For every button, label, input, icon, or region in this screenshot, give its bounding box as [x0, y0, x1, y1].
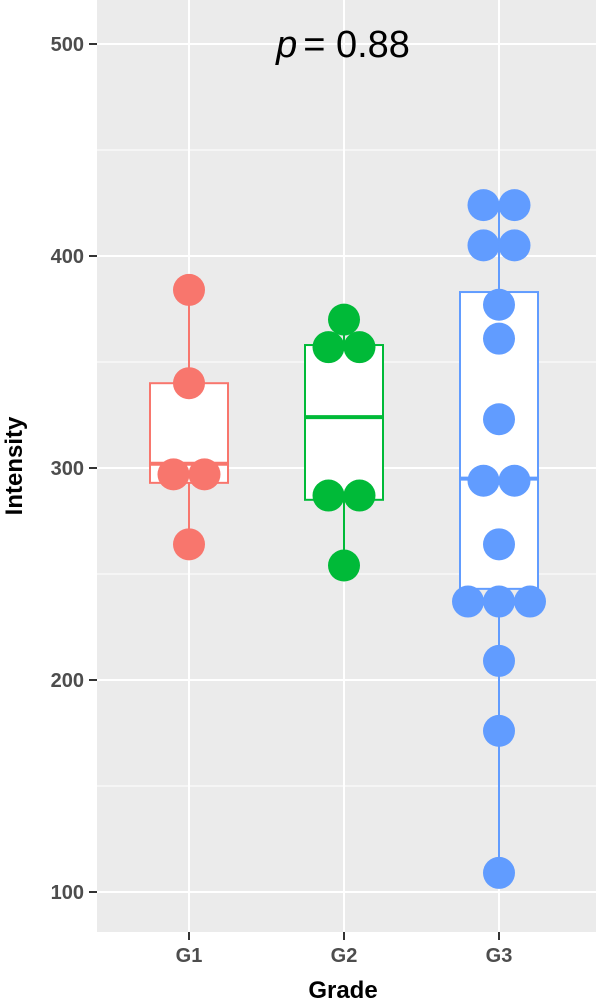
p-symbol: p [275, 24, 297, 66]
data-point-g2 [343, 479, 376, 512]
y-tick-label: 200 [51, 670, 84, 692]
x-axis: G1 G2 G3 [176, 932, 513, 967]
data-point-g3 [483, 714, 515, 747]
p-value-annotation: p = 0.88 [275, 24, 410, 66]
y-tick-label: 500 [51, 34, 84, 56]
data-point-g1 [157, 458, 190, 491]
data-point-g3 [467, 229, 500, 262]
y-axis-title: Intensity [1, 416, 28, 515]
x-axis-title: Grade [308, 977, 377, 1003]
data-point-g1 [188, 458, 221, 491]
data-point-g2 [328, 549, 360, 582]
y-tick-label: 300 [51, 458, 84, 480]
data-point-g1 [173, 367, 205, 400]
data-point-g3 [498, 464, 531, 497]
data-point-g3 [483, 585, 515, 618]
data-points [157, 189, 546, 889]
x-tick-label: G1 [176, 945, 203, 967]
data-point-g2 [312, 331, 345, 364]
data-point-g1 [173, 528, 205, 561]
data-point-g3 [483, 856, 515, 889]
data-point-g2 [328, 303, 360, 336]
data-point-g3 [483, 528, 515, 561]
box [304, 344, 384, 501]
data-point-g1 [173, 273, 205, 306]
x-tick-label: G2 [331, 945, 358, 967]
data-point-g3 [498, 229, 531, 262]
data-point-g3 [467, 464, 500, 497]
p-value-text: = 0.88 [303, 24, 410, 66]
data-point-g2 [312, 479, 345, 512]
y-axis: 100 200 300 400 500 [51, 34, 97, 904]
data-point-g3 [483, 288, 515, 321]
data-point-g3 [498, 189, 531, 222]
data-point-g3 [483, 644, 515, 677]
x-tick-label: G3 [486, 945, 513, 967]
data-point-g3 [514, 585, 546, 618]
data-point-g3 [452, 585, 484, 618]
y-tick-label: 100 [51, 882, 84, 904]
data-point-g3 [483, 322, 515, 355]
data-point-g3 [467, 189, 500, 222]
data-point-g3 [483, 403, 515, 436]
data-point-g2 [343, 331, 376, 364]
y-tick-label: 400 [51, 246, 84, 268]
